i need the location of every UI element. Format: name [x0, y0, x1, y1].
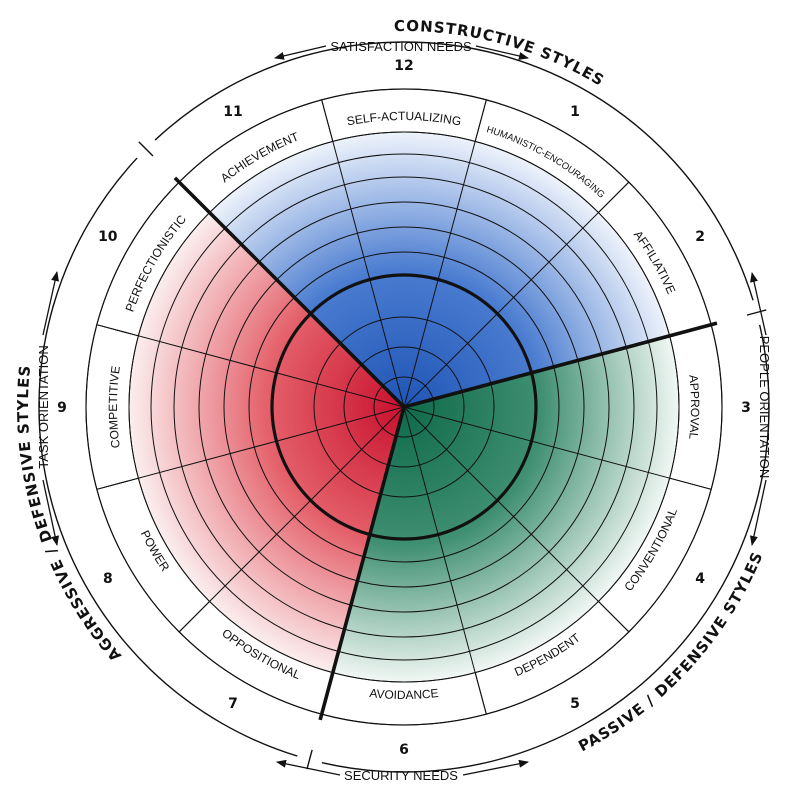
task-orientation-label: TASK ORIENTATION	[36, 345, 51, 469]
cluster-boundary-aggressive-constructive	[173, 176, 406, 409]
percentile-ring	[198, 201, 610, 613]
outer-circle	[85, 88, 723, 726]
cluster-arc-tick	[746, 309, 767, 316]
cluster-arc-passive	[321, 324, 770, 773]
style-number: 9	[57, 400, 67, 416]
style-number: 4	[695, 571, 705, 587]
cluster-arc-aggressive	[38, 157, 298, 757]
percentile-ring	[373, 376, 435, 438]
style-number: 6	[399, 742, 409, 758]
percentile-ring	[128, 131, 680, 683]
sector-competitive	[129, 335, 404, 479]
percentile-ring	[173, 176, 635, 638]
percentile-ring	[313, 316, 495, 498]
sector-avoidance	[332, 407, 476, 682]
satisfaction-needs-label: SATISFACTION NEEDS	[330, 39, 472, 54]
style-number: 11	[223, 104, 242, 120]
sector-perfectionistic	[138, 212, 404, 407]
sector-divider	[403, 99, 487, 408]
sector-power	[138, 407, 404, 602]
sector-achievement	[209, 141, 404, 407]
people-arrow-down	[749, 479, 767, 546]
style-label: APPROVAL	[686, 374, 702, 440]
percentile-ring	[223, 226, 585, 588]
style-number: 3	[741, 400, 751, 416]
sector-divider	[403, 406, 712, 490]
sector-divider	[178, 406, 405, 633]
style-label: AVOIDANCE	[369, 686, 439, 702]
people-orientation-label: PEOPLE ORIENTATION	[757, 336, 772, 479]
cluster-arc-tick	[306, 749, 313, 770]
sector-affiliative	[404, 212, 670, 407]
security-arrow-left	[276, 759, 341, 776]
style-number: 8	[103, 571, 113, 587]
style-number: 7	[228, 696, 238, 712]
satisfaction-arrow-left	[274, 45, 327, 60]
sector-divider	[96, 324, 405, 408]
sector-approval	[404, 335, 679, 479]
sector-oppositional	[209, 407, 404, 673]
cluster-arc-tick	[138, 141, 154, 157]
style-number: 1	[570, 104, 580, 120]
style-label: SELF-ACTUALIZING	[346, 109, 463, 129]
people-arrow-up	[750, 272, 767, 336]
style-number: 12	[394, 58, 413, 74]
style-number: 2	[695, 229, 705, 245]
security-arrow-right	[462, 759, 529, 776]
style-label: COMPETITIVE	[106, 365, 123, 449]
sector-divider	[403, 406, 487, 715]
cluster-arc-constructive	[154, 41, 754, 301]
percentile-ring	[343, 346, 465, 468]
percentile-ring	[150, 153, 658, 661]
sector-divider	[403, 406, 630, 633]
midpoint-ring	[270, 273, 538, 541]
style-number: 10	[98, 229, 118, 245]
style-number: 5	[570, 696, 580, 712]
sector-divider	[96, 406, 405, 490]
cluster-boundary-passive-aggressive	[318, 406, 406, 721]
cluster-boundary-constructive-passive	[403, 321, 718, 409]
sector-conventional	[404, 407, 670, 602]
task-arrow-down	[42, 479, 60, 546]
sector-divider	[321, 99, 405, 408]
sector-humanistic-encouraging	[404, 141, 599, 407]
percentile-ring	[248, 251, 560, 563]
security-needs-label: SECURITY NEEDS	[344, 768, 458, 783]
sector-divider	[403, 181, 630, 408]
task-arrow-up	[42, 271, 59, 336]
sector-dependent	[404, 407, 599, 673]
satisfaction-arrow-right	[475, 45, 529, 60]
sector-self-actualizing	[332, 132, 476, 407]
